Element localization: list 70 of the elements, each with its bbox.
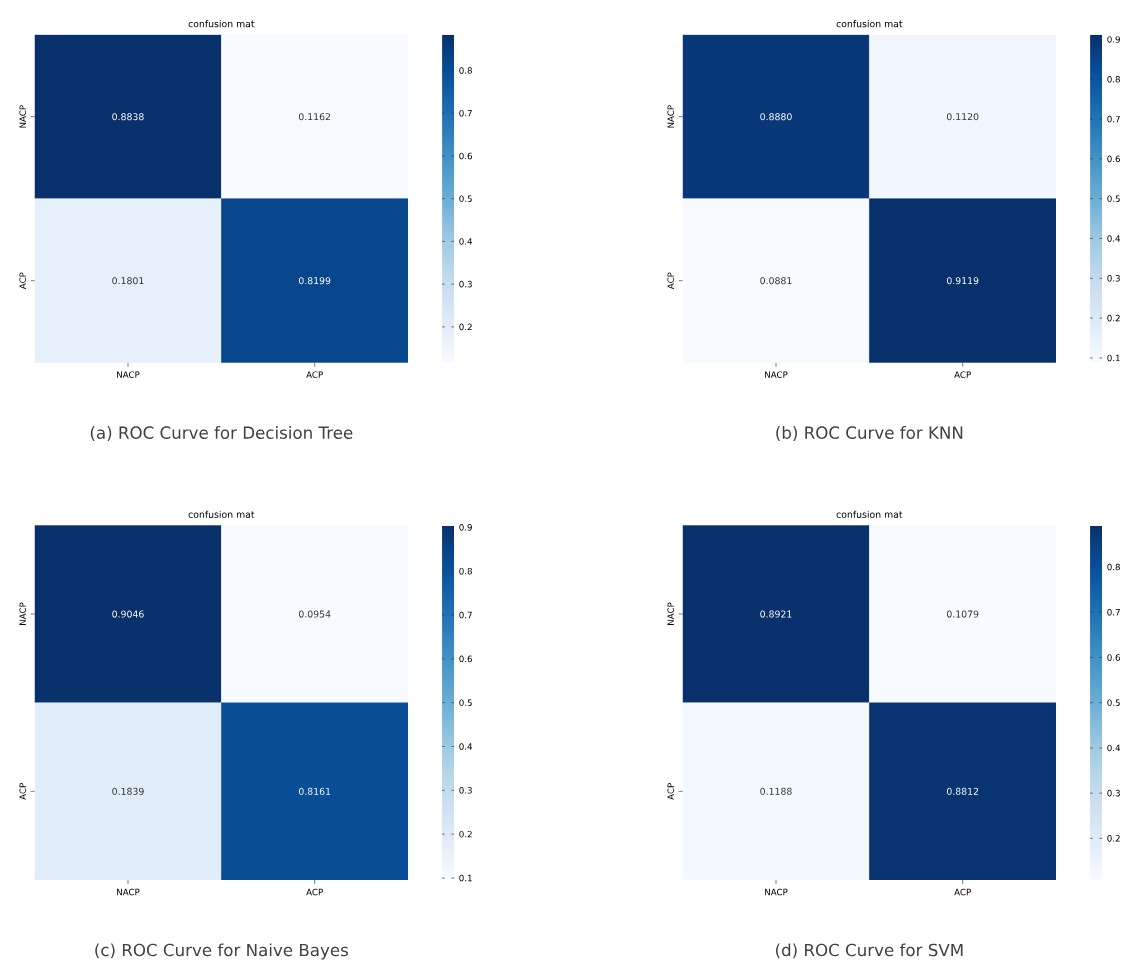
color-bar-label: 0.7	[1107, 115, 1120, 123]
x-tick-label: NACP	[765, 888, 788, 896]
chart-title: confusion mat	[836, 20, 903, 28]
data-label: 0.8161	[298, 787, 331, 795]
text: (d) ROC Curve for SVM	[775, 943, 963, 959]
color-bar-label: 0.3	[459, 787, 472, 794]
color-bar-label: 0.8	[1107, 563, 1120, 571]
data-label: 0.0881	[760, 277, 792, 285]
color-bar-label: 0.2	[1107, 835, 1120, 842]
color-bar-label: 0.1	[459, 874, 472, 882]
color-bar-label: 0.2	[459, 323, 472, 331]
y-tick-label: ACP	[19, 783, 26, 800]
color-bar-label: 0.4	[1107, 744, 1121, 752]
color-bar-label: 0.9	[1107, 36, 1120, 43]
y-tick-label: NACP	[19, 105, 26, 128]
y-tick-label: ACP	[667, 783, 674, 800]
x-tick-label: ACP	[954, 371, 971, 378]
color-bar-label: 0.8	[459, 67, 472, 74]
x-tick-label: NACP	[117, 371, 140, 378]
color-bar-label: 0.9	[459, 524, 472, 531]
color-bar-label: 0.4	[459, 238, 473, 245]
y-tick-label: ACP	[667, 272, 674, 290]
color-bar-label: 0.1	[1107, 354, 1120, 362]
y-tick-label: NACP	[667, 602, 674, 625]
text: (a) ROC Curve for Decision Tree	[90, 426, 353, 441]
color-bar-label: 0.6	[1107, 155, 1120, 163]
color-bar-label: 0.2	[1107, 314, 1120, 322]
x-tick-label: ACP	[306, 888, 323, 896]
data-label: 0.1162	[298, 113, 331, 121]
color-bar-label: 0.7	[459, 611, 472, 619]
data-label: 0.8921	[760, 610, 792, 618]
x-tick-label: ACP	[306, 371, 323, 378]
color-bar-label: 0.5	[459, 699, 472, 706]
color-bar-label: 0.4	[1107, 235, 1121, 242]
data-label: 0.0954	[298, 610, 331, 618]
data-label: 0.8880	[760, 113, 792, 121]
y-tick-label: NACP	[19, 602, 26, 625]
color-bar-label: 0.5	[459, 195, 472, 202]
x-tick-label: NACP	[117, 888, 140, 896]
chart-title: confusion mat	[188, 510, 255, 518]
x-tick-label: NACP	[765, 371, 788, 378]
text: (b) ROC Curve for KNN	[776, 426, 963, 441]
y-tick-label: NACP	[667, 105, 674, 128]
data-label: 0.1801	[112, 277, 144, 285]
color-bar-label: 0.6	[459, 655, 472, 663]
text: (c) ROC Curve for Naive Bayes	[95, 943, 348, 960]
color-bar-label: 0.6	[1107, 654, 1120, 661]
color-bar-label: 0.2	[459, 830, 472, 838]
data-label: 0.1120	[946, 113, 979, 121]
data-label: 0.8812	[946, 787, 979, 795]
data-label: 0.9119	[946, 277, 979, 285]
data-label: 0.8838	[112, 113, 144, 121]
color-bar-label: 0.8	[1107, 75, 1120, 83]
data-label: 0.1079	[946, 610, 979, 618]
color-bar-label: 0.7	[459, 109, 472, 117]
color-bar-label: 0.3	[1107, 789, 1120, 797]
color-bar-label: 0.5	[1107, 699, 1120, 706]
color-bar-label: 0.4	[459, 743, 473, 750]
y-tick-label: ACP	[19, 272, 26, 290]
color-bar-label: 0.6	[459, 152, 472, 160]
data-label: 0.9046	[112, 610, 144, 618]
color-bar-label: 0.3	[459, 280, 472, 288]
chart-title: confusion mat	[188, 20, 255, 28]
color-bar-label: 0.3	[1107, 275, 1120, 282]
data-label: 0.8199	[298, 277, 331, 285]
color-bar-label: 0.8	[459, 567, 472, 575]
color-bar-label: 0.5	[1107, 195, 1120, 202]
chart-title: confusion mat	[836, 510, 903, 518]
color-bar-label: 0.7	[1107, 608, 1120, 616]
x-tick-label: ACP	[954, 888, 971, 896]
